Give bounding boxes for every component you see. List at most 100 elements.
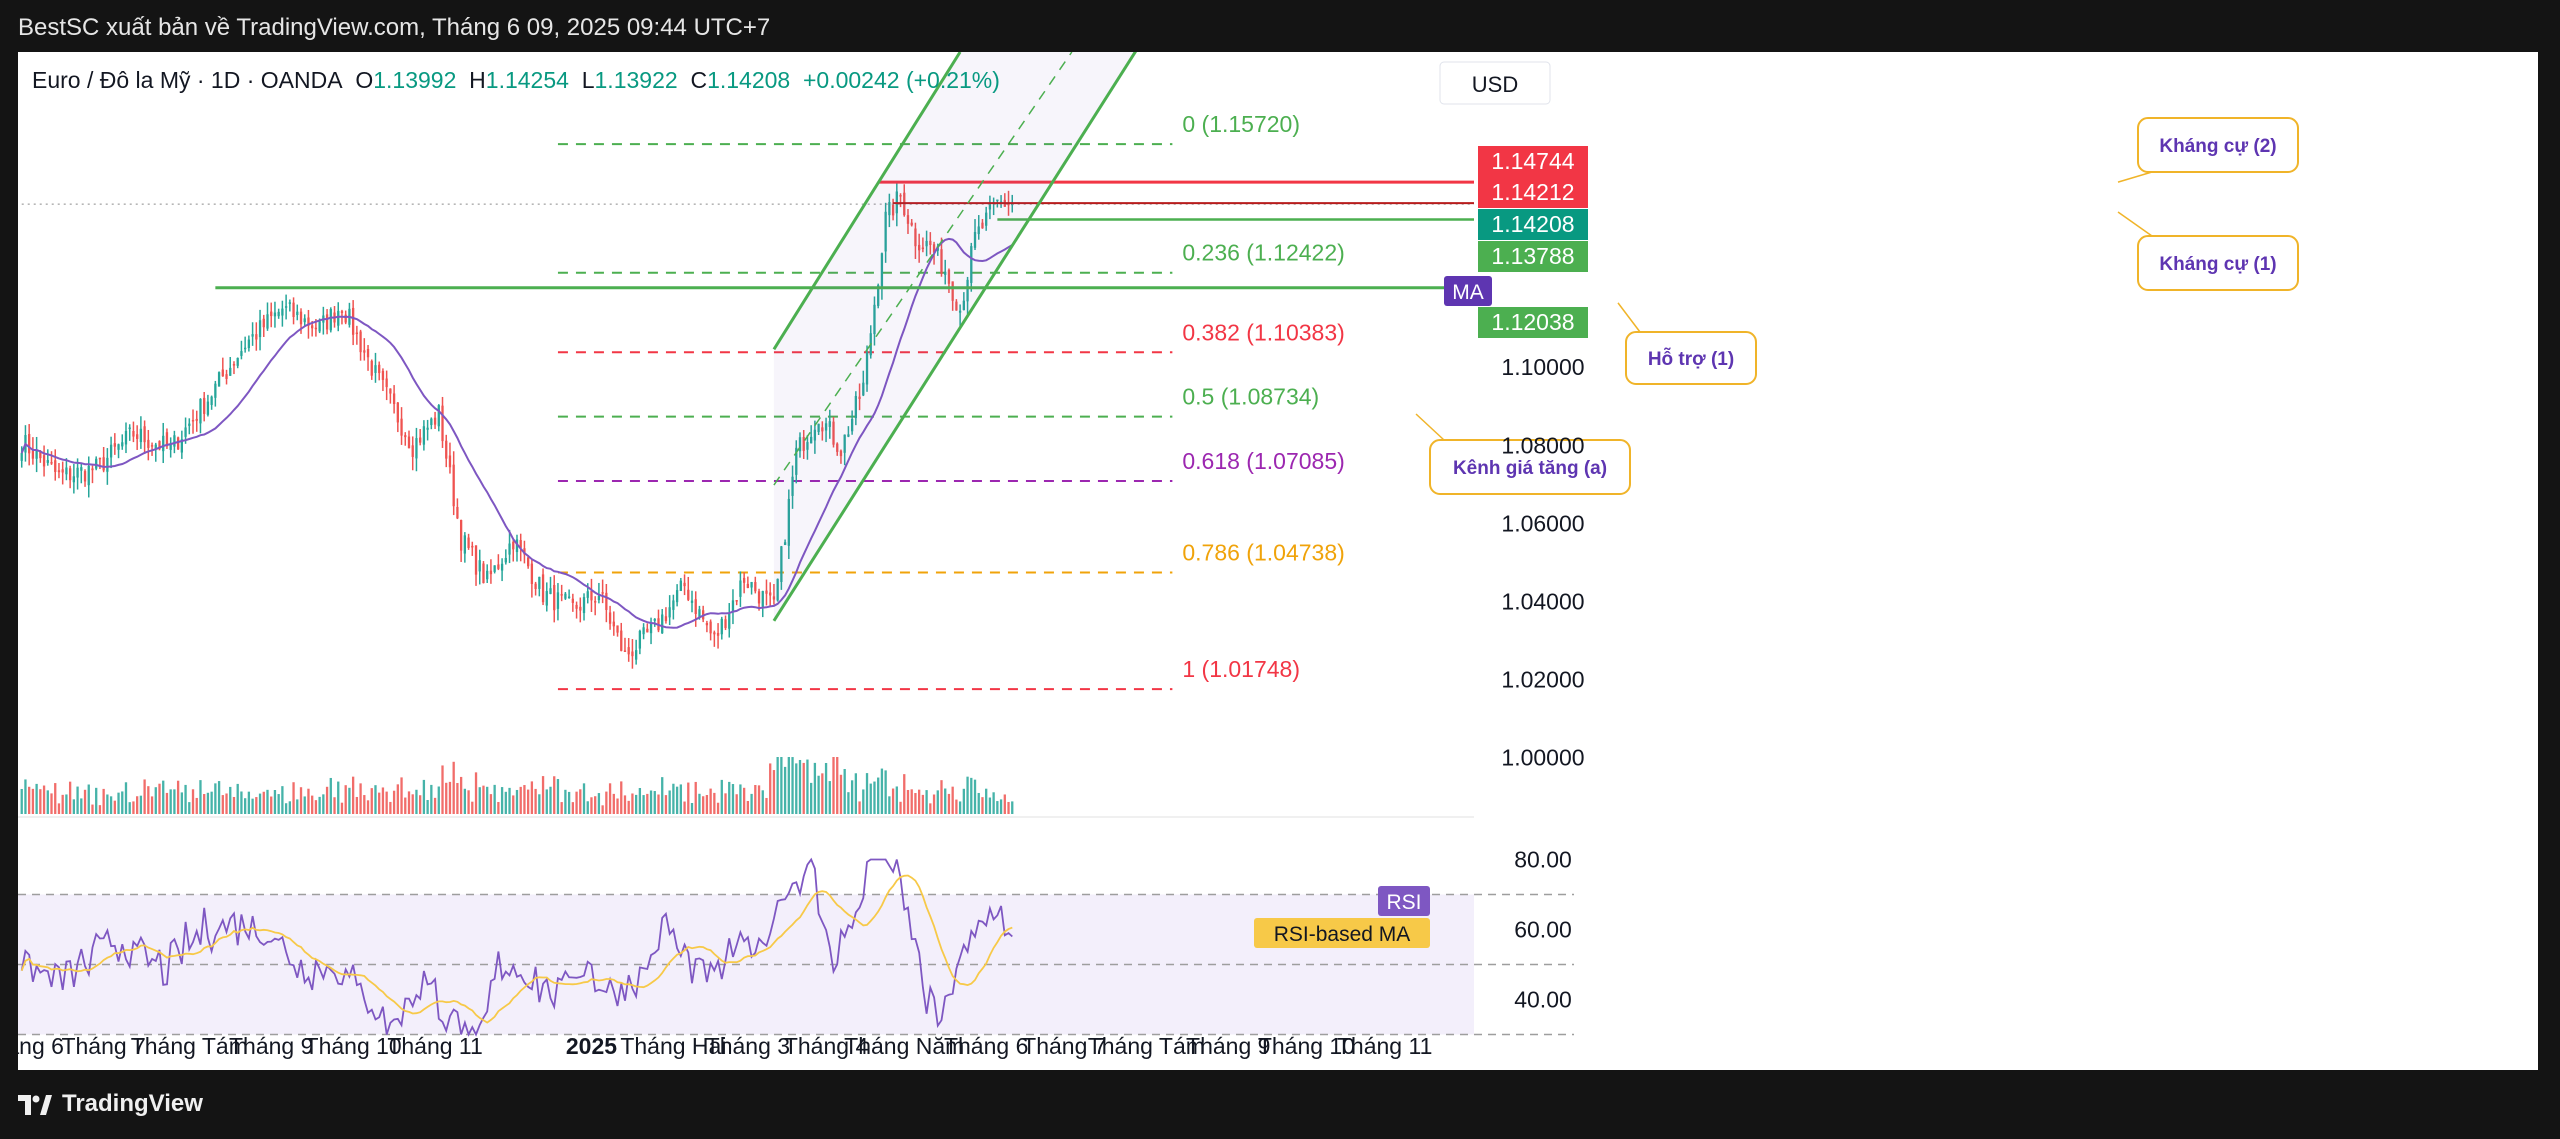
candle-body xyxy=(616,625,619,633)
volume-bar xyxy=(687,782,690,814)
volume-bar xyxy=(318,796,321,814)
volume-bar xyxy=(433,797,437,814)
callout-pointer xyxy=(1415,413,1445,441)
candle-body xyxy=(482,563,485,583)
candle-body xyxy=(556,592,560,609)
volume-bar xyxy=(757,785,761,814)
volume-bar xyxy=(839,774,843,814)
chart-svg[interactable]: 0 (1.15720) 0.236 (1.12422) 0.382 (1.10383… xyxy=(18,52,2538,1070)
volume-bar xyxy=(162,780,165,814)
candle-body xyxy=(683,582,686,587)
volume-bar xyxy=(713,792,716,814)
volume-bar xyxy=(787,757,790,814)
candle-body xyxy=(329,309,332,331)
candle-body xyxy=(95,458,98,469)
candle-body xyxy=(538,576,541,589)
volume-bar xyxy=(955,799,958,814)
candle-body xyxy=(571,598,574,603)
volume-bar xyxy=(567,791,571,814)
candle-body xyxy=(359,331,362,353)
volume-bar xyxy=(519,786,522,814)
candle-body xyxy=(277,311,280,317)
candle-body xyxy=(50,462,53,464)
volume-bar xyxy=(441,765,444,814)
candle-body xyxy=(68,468,72,481)
candle-body xyxy=(158,441,161,450)
candle-body xyxy=(996,199,999,202)
y-tick-label: 1.06000 xyxy=(1501,510,1584,536)
candle-body xyxy=(608,612,612,624)
candle-body xyxy=(638,630,642,649)
x-tick-label: 2025 xyxy=(566,1033,617,1059)
candle-body xyxy=(303,318,306,323)
footer-brand[interactable]: TradingView xyxy=(18,1090,203,1118)
candle-body xyxy=(266,314,269,329)
candle-body xyxy=(35,450,38,459)
volume-bar xyxy=(865,773,869,814)
volume-bar xyxy=(296,799,299,814)
volume-bar xyxy=(720,779,723,814)
volume-bar xyxy=(340,802,344,814)
volume-bar xyxy=(396,784,399,814)
chart-area[interactable]: 0 (1.15720) 0.236 (1.12422) 0.382 (1.10383… xyxy=(18,52,2538,1070)
candle-body xyxy=(169,443,172,450)
publisher-line: BestSC xuất bản về TradingView.com, Thán… xyxy=(18,14,771,41)
candle-body xyxy=(929,240,932,245)
volume-bar xyxy=(951,786,954,814)
volume-bar xyxy=(359,783,362,814)
y-tick-label: 1.08000 xyxy=(1501,432,1584,458)
volume-bar xyxy=(456,783,459,814)
volume-bar xyxy=(623,795,627,814)
currency-button[interactable] xyxy=(1439,61,1551,105)
candle-body xyxy=(284,306,288,308)
candle-body xyxy=(493,565,496,572)
volume-bar xyxy=(87,784,90,814)
volume-bar xyxy=(284,803,288,814)
x-tick-label: Tháng Năm xyxy=(844,1033,964,1059)
volume-bar xyxy=(288,801,291,814)
volume-bar xyxy=(672,783,675,814)
candle-body xyxy=(988,204,992,210)
candle-body xyxy=(433,417,437,425)
candle-body xyxy=(448,455,452,468)
volume-bar xyxy=(486,786,489,814)
volume-bar xyxy=(899,801,902,814)
volume-bar xyxy=(240,791,243,814)
callout-pointer xyxy=(1617,302,1641,333)
volume-bar xyxy=(203,794,206,814)
candle-body xyxy=(724,619,727,629)
candle-body xyxy=(966,279,969,302)
volume-bar xyxy=(389,801,392,814)
volume-bar xyxy=(661,777,664,814)
volume-bar xyxy=(452,761,455,814)
volume-bar xyxy=(303,796,306,814)
legend-c-label: C xyxy=(690,67,707,93)
volume-bar xyxy=(813,762,817,814)
volume-bar xyxy=(564,789,567,814)
candle-body xyxy=(217,372,221,387)
ma-line xyxy=(20,237,1013,629)
volume-bar xyxy=(668,790,671,814)
volume-bar xyxy=(638,788,642,814)
candle-body xyxy=(392,393,396,405)
volume-bar xyxy=(694,781,697,814)
volume-bar xyxy=(195,797,198,814)
volume-bar xyxy=(925,790,928,814)
candle-body xyxy=(247,339,251,349)
volume-bar xyxy=(20,788,23,814)
volume-bar xyxy=(973,779,977,814)
volume-bar xyxy=(698,793,701,814)
candle-body xyxy=(698,609,701,618)
candle-body xyxy=(817,423,820,433)
volume-bar xyxy=(791,757,794,814)
candle-body xyxy=(802,437,805,451)
x-tick-label: Tháng 9 xyxy=(1186,1033,1270,1059)
candle-body xyxy=(292,302,295,317)
candle-body xyxy=(139,428,143,443)
footer-brand-label: TradingView xyxy=(62,1090,203,1117)
volume-bar xyxy=(918,789,921,814)
volume-bar xyxy=(72,799,76,814)
candle-body xyxy=(225,374,228,379)
volume-bar xyxy=(977,792,980,814)
legend-c-value: 1.14208 xyxy=(707,67,790,93)
